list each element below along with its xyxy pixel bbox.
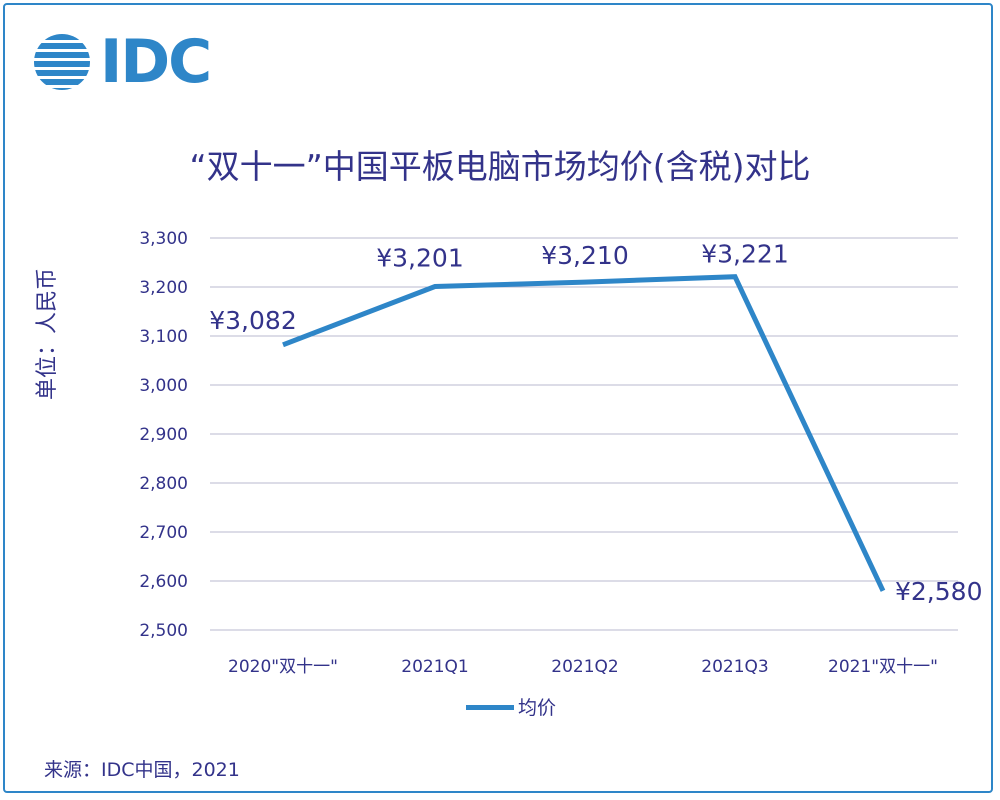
y-tick-label: 2,800 <box>139 474 188 494</box>
x-tick-label: 2021Q1 <box>401 657 468 677</box>
source-note: 来源：IDC中国，2021 <box>44 759 240 781</box>
x-tick-label: 2021"双十一" <box>828 657 938 677</box>
data-label: ¥2,580 <box>895 577 982 606</box>
data-label: ¥3,082 <box>209 306 296 335</box>
chart-title: “双十一”中国平板电脑市场均价(含税)对比 <box>189 147 811 186</box>
data-label: ¥3,221 <box>701 240 788 269</box>
data-labels: ¥3,082 ¥3,201 ¥3,210 ¥3,221 ¥2,580 <box>209 240 982 606</box>
x-tick-label: 2021Q3 <box>701 657 768 677</box>
chart-frame <box>3 3 993 793</box>
legend-label: 均价 <box>518 697 557 719</box>
y-tick-label: 2,900 <box>139 425 188 445</box>
series-line-average-price <box>282 274 886 592</box>
y-tick-label: 2,500 <box>139 621 188 641</box>
legend-swatch <box>466 705 514 710</box>
y-tick-label: 3,300 <box>139 229 188 249</box>
y-tick-labels: 2,500 2,600 2,700 2,800 2,900 3,000 3,100 3,200… <box>139 229 188 641</box>
y-tick-label: 2,600 <box>139 572 188 592</box>
idc-logo <box>30 32 230 92</box>
x-tick-label: 2021Q2 <box>551 657 618 677</box>
y-tick-label: 3,100 <box>139 327 188 347</box>
idc-logo-text: IDC <box>100 27 212 97</box>
y-tick-label: 2,700 <box>139 523 188 543</box>
globe-icon <box>34 34 90 90</box>
y-tick-label: 3,200 <box>139 278 188 298</box>
data-label: ¥3,201 <box>376 244 463 273</box>
x-tick-label: 2020"双十一" <box>228 657 338 677</box>
grid-lines <box>210 237 958 631</box>
data-label: ¥3,210 <box>541 241 628 270</box>
y-tick-label: 3,000 <box>139 376 188 396</box>
x-tick-labels: 2020"双十一" 2021Q1 2021Q2 2021Q3 2021"双十一" <box>228 657 938 677</box>
